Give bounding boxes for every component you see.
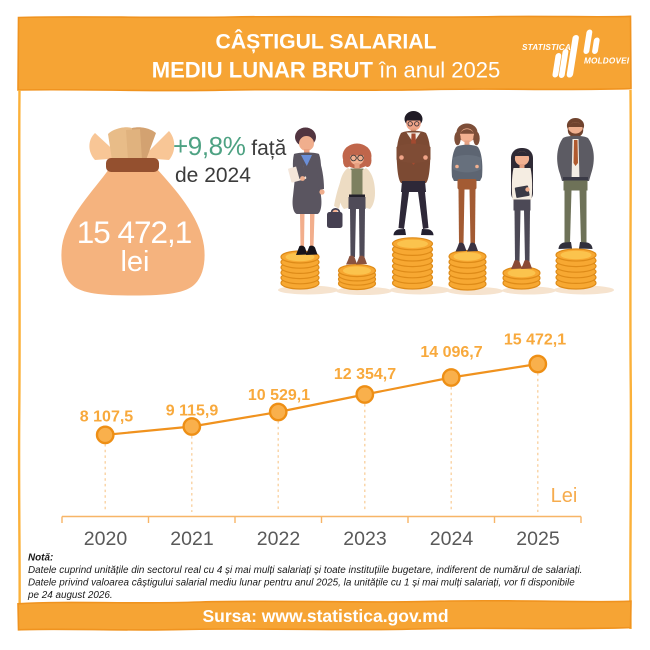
svg-text:pe 24 august 2026.: pe 24 august 2026. <box>27 590 113 601</box>
svg-text:2021: 2021 <box>170 528 213 550</box>
svg-text:lei: lei <box>120 246 149 278</box>
svg-text:+9,8% față: +9,8% față <box>173 131 287 161</box>
svg-text:8 107,5: 8 107,5 <box>80 408 133 425</box>
svg-text:Sursa: www.statistica.gov.md: Sursa: www.statistica.gov.md <box>202 606 448 626</box>
svg-text:15 472,1: 15 472,1 <box>504 331 566 348</box>
svg-text:14 096,7: 14 096,7 <box>420 344 482 361</box>
svg-text:Lei: Lei <box>551 485 578 507</box>
svg-text:STATISTICA: STATISTICA <box>522 43 571 52</box>
svg-text:MOLDOVEI: MOLDOVEI <box>584 57 630 66</box>
svg-text:2025: 2025 <box>516 528 560 550</box>
svg-text:9 115,9: 9 115,9 <box>166 403 219 420</box>
svg-text:15 472,1: 15 472,1 <box>77 214 192 250</box>
svg-text:Datele cuprind unitățile din s: Datele cuprind unitățile din sectorul re… <box>28 565 582 576</box>
svg-text:12 354,7: 12 354,7 <box>334 366 396 383</box>
svg-text:2020: 2020 <box>84 528 128 550</box>
svg-text:Notă:: Notă: <box>28 553 53 564</box>
svg-text:2024: 2024 <box>430 528 474 550</box>
svg-text:10 529,1: 10 529,1 <box>248 387 310 404</box>
svg-text:2022: 2022 <box>257 528 300 550</box>
svg-text:de 2024: de 2024 <box>175 164 251 187</box>
svg-text:Datele privind valoarea câștig: Datele privind valoarea câștigului salar… <box>28 578 575 589</box>
svg-text:CÂȘTIGUL SALARIAL: CÂȘTIGUL SALARIAL <box>216 29 437 54</box>
svg-text:2023: 2023 <box>343 528 386 550</box>
svg-text:MEDIU LUNAR BRUT în anul 2025: MEDIU LUNAR BRUT în anul 2025 <box>152 58 500 83</box>
